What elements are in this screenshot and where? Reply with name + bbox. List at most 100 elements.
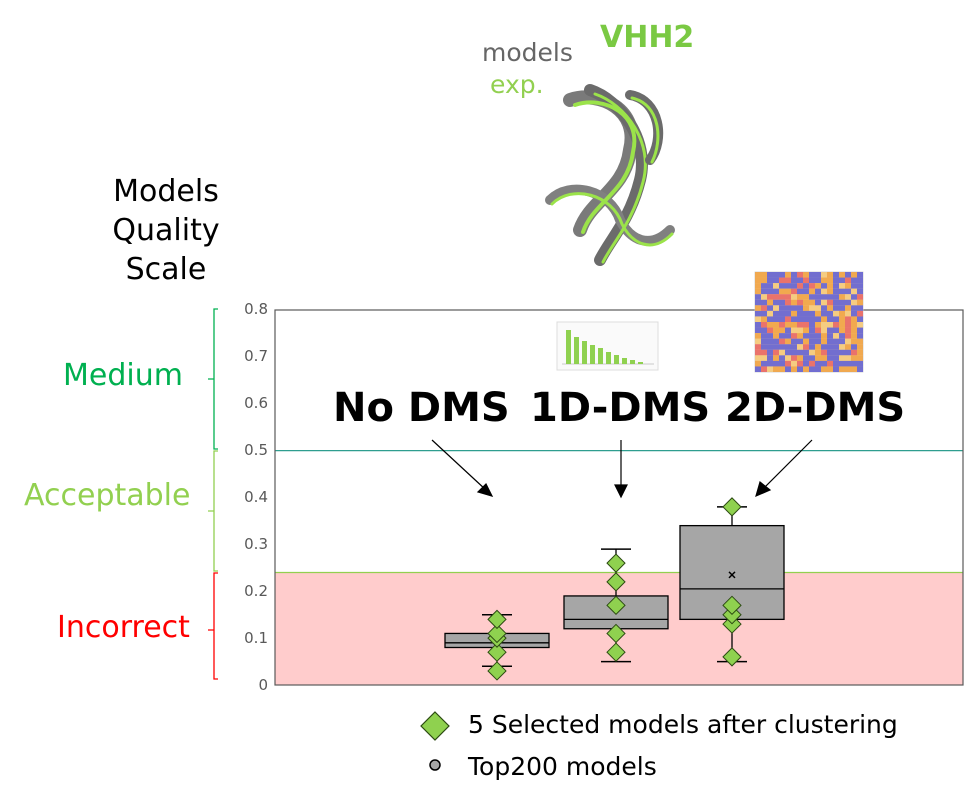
arrowhead-1d-dms	[614, 484, 628, 499]
contact-map-cell	[821, 294, 827, 300]
contact-map-cell	[779, 283, 785, 289]
y-tick-label: 0.4	[244, 488, 268, 506]
contact-map-cell	[761, 344, 767, 350]
contact-map-cell	[755, 277, 761, 284]
contact-map-cell	[797, 338, 803, 345]
contact-map-cell	[815, 316, 821, 322]
contact-map-cell	[767, 349, 773, 356]
contact-map-cell	[827, 322, 833, 328]
contact-map-cell	[857, 333, 863, 339]
contact-map-cell	[851, 322, 857, 328]
contact-map-cell	[773, 355, 779, 361]
contact-map-cell	[779, 316, 785, 322]
contact-map-cell	[827, 283, 833, 289]
contact-map-cell	[833, 344, 839, 350]
contact-map-cell	[755, 355, 761, 361]
category-label-1d-dms: 1D-DMS	[530, 385, 711, 431]
contact-map-cell	[845, 355, 851, 361]
contact-map-cell	[827, 333, 833, 339]
contact-map-cell	[809, 360, 815, 367]
contact-map-cell	[827, 355, 833, 361]
contact-map-cell	[821, 299, 827, 306]
contact-map-cell	[767, 322, 773, 328]
contact-map-cell	[803, 349, 809, 356]
contact-map-cell	[797, 283, 803, 289]
contact-map-cell	[821, 277, 827, 284]
contact-map-cell	[785, 283, 791, 289]
contact-map-cell	[791, 310, 797, 317]
contact-map-cell	[851, 316, 857, 322]
contact-map-cell	[773, 283, 779, 289]
contact-map-cell	[845, 283, 851, 289]
contact-map-cell	[839, 294, 845, 300]
contact-map-cell	[761, 360, 767, 367]
contact-map-cell	[767, 344, 773, 350]
contact-map-cell	[767, 338, 773, 345]
contact-map-cell	[845, 288, 851, 295]
contact-map-cell	[767, 272, 773, 278]
contact-map-cell	[773, 349, 779, 356]
contact-map-cell	[797, 310, 803, 317]
contact-map-cell	[779, 360, 785, 367]
contact-map-cell	[851, 344, 857, 350]
contact-map-cell	[851, 305, 857, 311]
contact-map-cell	[839, 349, 845, 356]
contact-map-cell	[833, 299, 839, 306]
contact-map-cell	[839, 316, 845, 322]
arrow-no-dms	[431, 439, 487, 491]
contact-map-cell	[755, 305, 761, 311]
contact-map-cell	[803, 322, 809, 328]
contact-map-cell	[815, 288, 821, 295]
contact-map-cell	[791, 333, 797, 339]
contact-map-cell	[803, 344, 809, 350]
contact-map-cell	[857, 344, 863, 350]
contact-map-cell	[833, 294, 839, 300]
contact-map-cell	[785, 272, 791, 278]
contact-map-cell	[815, 349, 821, 356]
contact-map-cell	[821, 344, 827, 350]
category-label-2d-dms: 2D-DMS	[725, 385, 906, 431]
contact-map-cell	[833, 272, 839, 278]
contact-map-cell	[785, 327, 791, 334]
contact-map-cell	[851, 272, 857, 278]
contact-map-cell	[761, 327, 767, 334]
contact-map-cell	[839, 338, 845, 345]
contact-map-cell	[767, 360, 773, 367]
contact-map-cell	[755, 366, 761, 372]
contact-map-cell	[779, 272, 785, 278]
contact-map-cell	[803, 299, 809, 306]
contact-map-cell	[791, 305, 797, 311]
contact-map-cell	[773, 327, 779, 334]
contact-map-cell	[785, 322, 791, 328]
contact-map-cell	[797, 322, 803, 328]
contact-map-cell	[773, 344, 779, 350]
contact-map-cell	[797, 333, 803, 339]
contact-map-cell	[851, 333, 857, 339]
contact-map-cell	[791, 322, 797, 328]
contact-map-cell	[779, 288, 785, 295]
contact-map-cell	[755, 299, 761, 306]
selected-model-point	[722, 497, 742, 517]
contact-map-cell	[797, 360, 803, 367]
contact-map-cell	[833, 305, 839, 311]
contact-map-cell	[791, 349, 797, 356]
contact-map-cell	[833, 360, 839, 367]
contact-map-cell	[827, 327, 833, 334]
contact-map-cell	[803, 283, 809, 289]
contact-map-cell	[839, 272, 845, 278]
contact-map-cell	[857, 283, 863, 289]
contact-map-cell	[839, 355, 845, 361]
legend-top200-label: Top200 models	[468, 752, 657, 781]
y-tick-label: 0	[258, 676, 268, 694]
contact-map-cell	[791, 299, 797, 306]
contact-map-cell	[761, 366, 767, 372]
contact-map-cell	[827, 344, 833, 350]
contact-map-cell	[815, 344, 821, 350]
contact-map-cell	[857, 360, 863, 367]
contact-map-cell	[839, 333, 845, 339]
contact-map-cell	[785, 316, 791, 322]
contact-map-cell	[761, 333, 767, 339]
contact-map-cell	[791, 338, 797, 345]
contact-map-cell	[857, 305, 863, 311]
